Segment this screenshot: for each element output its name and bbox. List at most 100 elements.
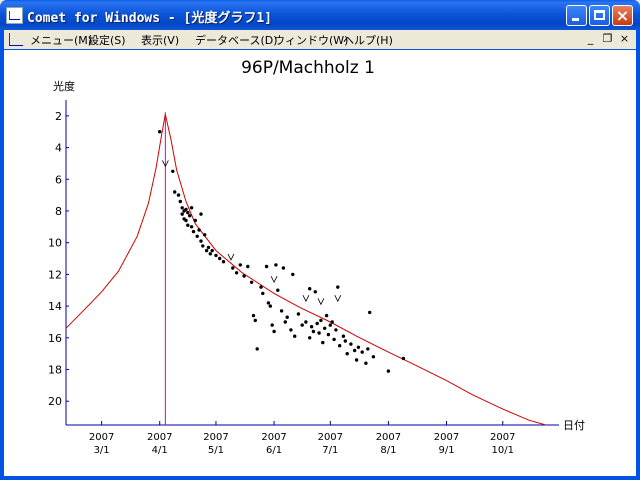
observation-point [186,223,190,227]
observation-point [309,325,314,329]
observation-point [386,369,391,373]
minimize-icon [572,18,579,21]
observation-point [206,245,211,250]
mdi-minimize-button[interactable]: _ [587,32,594,45]
observation-point [210,248,214,253]
observation-point [238,263,242,267]
observation-point [270,323,274,327]
y-tick-label: 12 [48,268,62,281]
x-tick-year: 2007 [147,432,172,443]
maximize-icon [594,10,605,20]
observation-point [189,225,194,229]
menu-item-view[interactable]: 表示(V) [141,34,180,47]
document-icon[interactable] [9,33,23,46]
observation-point [356,345,361,349]
mdi-close-button[interactable]: × [619,32,630,45]
observation-point [203,233,207,237]
observation-point [353,348,357,353]
mdi-restore-button[interactable]: ❐ [602,32,613,45]
x-tick-year: 2007 [89,432,114,443]
observation-point [255,347,259,351]
menu-item-menu[interactable]: メニュー(M) [30,34,93,47]
chart-title: 96P/Machholz 1 [241,58,375,78]
visual-observation-marker [302,294,310,303]
observation-point [289,328,293,332]
model-curve [65,114,547,426]
app-icon[interactable] [6,7,23,24]
observation-point [332,337,336,342]
maximize-button[interactable] [589,5,610,26]
observation-point [178,199,182,204]
observation-point [371,355,376,359]
menu-item-database[interactable]: データベース(D) [195,34,278,47]
observation-point [319,318,323,323]
observation-point [195,234,199,238]
observation-point [285,315,289,319]
observation-point [188,214,192,218]
y-axis-label: 光度 [53,79,75,93]
observation-point [281,266,286,270]
observation-point [317,331,321,335]
observation-point [176,193,181,197]
observation-point [186,210,190,215]
y-tick-label: 6 [55,173,62,186]
visual-observation-marker [161,160,169,168]
menu-item-settings[interactable]: 設定(S) [88,34,126,47]
observation-point [283,320,287,324]
observation-point [249,280,254,284]
observation-point [341,334,346,338]
x-tick-year: 2007 [318,432,343,443]
observation-point [308,287,312,291]
observation-point [261,291,265,296]
observation-point [326,332,331,337]
observation-point [184,207,188,212]
x-tick-year: 2007 [261,432,286,443]
observation-point [173,190,177,194]
y-tick-label: 14 [48,300,62,313]
title-bar[interactable]: Comet for Windows - [光度グラフ1] × [0,0,640,30]
observation-point [354,358,359,362]
observation-point [321,340,325,345]
observation-point [231,266,235,270]
observation-point [401,356,406,361]
menu-item-help[interactable]: ヘルプ(H) [343,34,393,47]
minimize-button[interactable] [566,5,587,26]
observation-point [345,352,349,356]
observation-point [191,229,196,234]
visual-observation-marker [317,298,325,306]
observation-point [304,320,308,324]
window-title: Comet for Windows - [光度グラフ1] [27,11,273,26]
observation-point [184,218,188,223]
x-tick-date: 4/1 [152,445,168,456]
observation-point [323,326,327,330]
observation-point [313,290,317,294]
x-tick-date: 3/1 [94,445,110,456]
observation-point [300,323,304,327]
observation-point [279,309,284,313]
observation-point [266,301,271,305]
observation-point [221,260,226,264]
menu-item-window[interactable]: ウィンドウ(W) [274,34,349,47]
x-tick-year: 2007 [490,432,515,443]
observation-point [334,328,338,332]
y-tick-label: 2 [55,110,62,123]
y-tick-label: 20 [48,395,62,408]
observation-point [293,334,297,338]
observation-point [268,304,272,308]
visual-observation-marker [227,253,235,261]
x-tick-year: 2007 [434,432,459,443]
close-button[interactable]: × [612,5,633,26]
observation-point [246,264,250,269]
x-tick-date: 8/1 [380,445,396,456]
observation-point [338,344,342,348]
observation-point [158,130,162,134]
observation-point [291,272,295,277]
visual-observation-marker [334,294,342,303]
observation-point [330,320,334,324]
visual-observation-marker [270,275,278,284]
menu-bar: メニュー(M) 設定(S) 表示(V) データベース(D) ウィンドウ(W) ヘ… [4,30,636,49]
y-tick-label: 18 [48,364,62,377]
observation-point [214,253,218,258]
graph-area: 96P/Machholz 1 光度 日付 2 4 6 8 10 12 14 16 18 20 200… [4,50,636,476]
